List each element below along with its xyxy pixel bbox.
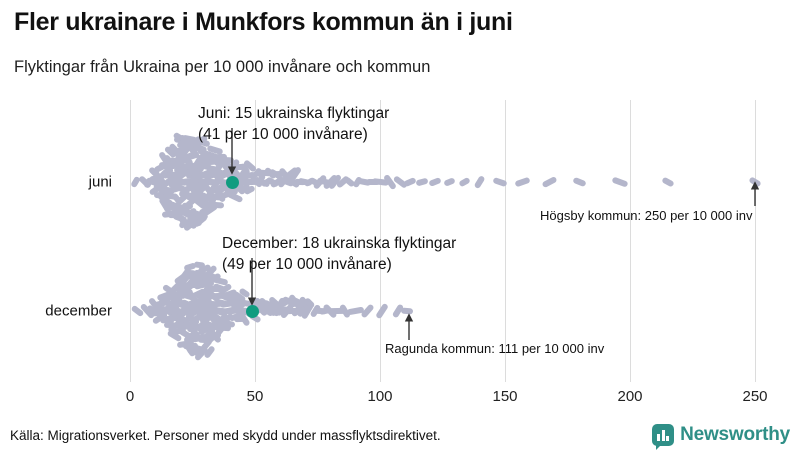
newsworthy-wordmark: Newsworthy [680,424,790,445]
x-axis-tick-label: 250 [742,388,768,405]
swarm-dot [572,176,588,188]
swarm-dot [403,176,417,188]
gridline [380,100,381,382]
swarm-dot [401,307,414,315]
swarm-dot [514,176,531,188]
swarm-dot [611,176,629,188]
swarm-dot [660,176,675,188]
swarm-dot [541,175,559,189]
gridline [630,100,631,382]
swarm-dot [428,177,442,187]
juni-annotation-line1: Juni: 15 ukrainska flyktingar [198,105,390,122]
highlight-dot-juni[interactable] [226,175,239,189]
swarm-dot [360,303,375,319]
x-axis-tick-label: 200 [617,388,643,405]
swarm-dot [748,176,762,188]
source-note: Källa: Migrationsverket. Personer med sk… [10,428,441,443]
gridline [505,100,506,382]
swarm-dot [206,201,224,209]
chart-subtitle: Flyktingar från Ukraina per 10 000 invån… [14,58,431,76]
y-axis-category-label-december: december [45,302,112,320]
hogsby-callout: Högsby kommun: 250 per 10 000 inv [540,208,753,223]
y-axis-category-label-juni: juni [88,173,112,191]
swarm-dot [375,302,390,320]
gridline [255,100,256,382]
x-axis-tick-label: 100 [367,388,393,405]
december-annotation-line1: December: 18 ukrainska flyktingar [222,235,457,252]
top-spacer [0,0,800,3]
gridline [130,100,131,382]
swarm-dot [443,177,457,187]
newsworthy-logo: Newsworthy [652,424,790,450]
page-title: Fler ukrainare i Munkfors kommun än i ju… [14,8,513,36]
juni-annotation-line2: (41 per 10 000 invånare) [198,126,368,143]
swarm-dot [415,177,430,187]
swarm-dot [458,176,472,188]
newsworthy-mark-icon [652,424,675,450]
gridline [755,100,756,382]
x-axis-tick-label: 150 [492,388,518,405]
december-annotation-line2: (49 per 10 000 invånare) [222,256,392,273]
ragunda-callout: Ragunda kommun: 111 per 10 000 inv [385,341,605,356]
x-axis-tick-label: 0 [125,388,135,405]
x-axis-tick-label: 50 [246,388,264,405]
swarm-dot [473,174,487,190]
highlight-dot-december[interactable] [246,304,259,318]
